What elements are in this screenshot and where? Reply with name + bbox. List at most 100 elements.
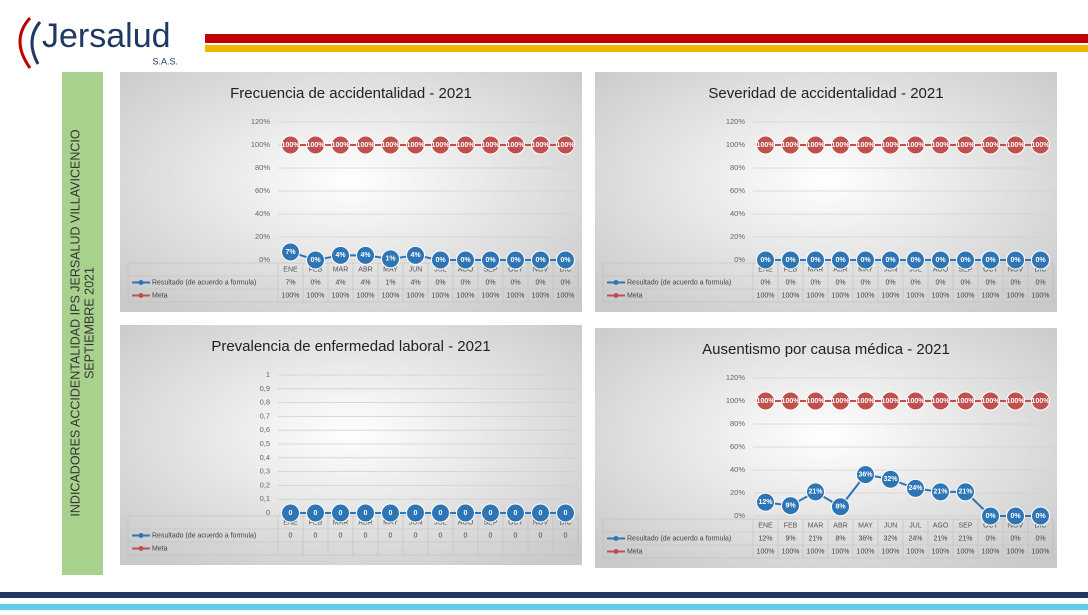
x-tick-label: MAR — [808, 266, 824, 273]
table-value: 100% — [757, 292, 775, 299]
legend-swatch — [613, 549, 619, 554]
data-label: 100% — [532, 142, 551, 149]
x-tick-label: ABR — [358, 266, 372, 273]
point — [356, 245, 375, 265]
point — [956, 391, 975, 411]
data-label: 100% — [807, 398, 826, 405]
y-tick-label: 0,5 — [260, 439, 270, 448]
point — [331, 135, 350, 155]
table-value: 0% — [910, 279, 920, 286]
legend-label: Resultado (de acuerdo a formula) — [627, 279, 731, 286]
point — [556, 135, 575, 155]
x-tick-label: AGO — [458, 519, 474, 526]
y-tick-label: 100% — [726, 396, 746, 405]
table-value: 100% — [282, 292, 300, 299]
y-tick-label: 0 — [266, 508, 270, 517]
table-value: 100% — [932, 292, 950, 299]
chart-title: Prevalencia de enfermedad laboral - 2021 — [211, 338, 490, 355]
data-label: 0% — [460, 257, 471, 264]
data-label: 0% — [485, 257, 496, 264]
legend-swatch — [613, 536, 619, 541]
table-value: 0 — [464, 532, 468, 539]
x-tick-label: JUL — [909, 266, 922, 273]
table-value: 0 — [314, 532, 318, 539]
table-value: 0 — [339, 532, 343, 539]
table-value: 100% — [882, 292, 900, 299]
table-value: 100% — [507, 292, 525, 299]
data-label: 100% — [982, 142, 1001, 149]
data-label: 100% — [1032, 142, 1051, 149]
x-tick-label: JUN — [884, 522, 898, 529]
logo-mark — [18, 16, 32, 69]
point — [831, 135, 850, 155]
table-value: 0% — [510, 279, 520, 286]
x-tick-label: JUN — [409, 519, 423, 526]
table-value: 0% — [310, 279, 320, 286]
x-tick-label: NOV — [533, 266, 549, 273]
table-value: 100% — [382, 292, 400, 299]
point — [931, 482, 950, 502]
data-label: 0% — [535, 257, 546, 264]
chart: Ausentismo por causa médica - 2021 0% 20% 4… — [595, 328, 1057, 568]
chart-background — [595, 328, 1057, 568]
point — [1031, 135, 1050, 155]
data-label: 0 — [339, 510, 343, 517]
point — [756, 391, 775, 411]
sidebar — [62, 72, 103, 575]
data-label: 7% — [285, 249, 296, 256]
data-label: 0% — [810, 257, 821, 264]
y-tick-label: 0,9 — [260, 384, 270, 393]
point — [531, 250, 550, 270]
table-value: 32% — [883, 535, 897, 542]
point — [481, 135, 500, 155]
data-label: 100% — [857, 398, 876, 405]
point — [456, 135, 475, 155]
sidebar-text: INDICADORES ACCIDENTALIDAD IPS JERSALUD … — [68, 129, 96, 516]
x-tick-label: OCT — [983, 522, 999, 529]
chart: Frecuencia de accidentalidad - 2021 0% 20%… — [120, 72, 582, 312]
table-value: 100% — [957, 292, 975, 299]
legend-label: Meta — [152, 545, 168, 552]
x-tick-label: DIC — [559, 519, 571, 526]
data-label: 100% — [332, 142, 351, 149]
data-label: 100% — [307, 142, 326, 149]
table-value: 0% — [560, 279, 570, 286]
data-label: 0 — [514, 510, 518, 517]
x-tick-label: SEP — [958, 522, 972, 529]
table-value: 4% — [335, 279, 345, 286]
table-value: 0% — [760, 279, 770, 286]
table-value: 100% — [1032, 292, 1050, 299]
x-tick-label: ENE — [283, 519, 298, 526]
data-label: 24% — [908, 485, 923, 492]
data-label: 32% — [883, 476, 898, 483]
data-label: 0% — [760, 257, 771, 264]
table-value: 100% — [432, 292, 450, 299]
data-label: 100% — [357, 142, 376, 149]
table-value: 8% — [835, 535, 845, 542]
y-tick-label: 40% — [730, 465, 745, 474]
point — [506, 135, 525, 155]
point — [456, 503, 475, 523]
data-label: 0% — [1035, 257, 1046, 264]
legend-label: Resultado (de acuerdo a formula) — [152, 279, 256, 286]
y-tick-label: 60% — [730, 186, 745, 195]
legend-swatch — [613, 280, 619, 285]
point — [881, 135, 900, 155]
table-value: 0% — [535, 279, 545, 286]
point — [831, 497, 850, 517]
x-tick-label: FEB — [309, 266, 323, 273]
table-value: 0 — [514, 532, 518, 539]
data-label: 0% — [435, 257, 446, 264]
legend-label: Meta — [627, 548, 643, 555]
point — [981, 250, 1000, 270]
point — [806, 482, 825, 502]
table-value: 1% — [385, 279, 395, 286]
point — [506, 250, 525, 270]
table-value: 7% — [285, 279, 295, 286]
table-value: 0% — [1035, 279, 1045, 286]
table-value: 0% — [985, 279, 995, 286]
table-value: 100% — [907, 548, 925, 555]
data-label: 0 — [389, 510, 393, 517]
x-tick-label: FEB — [309, 519, 323, 526]
